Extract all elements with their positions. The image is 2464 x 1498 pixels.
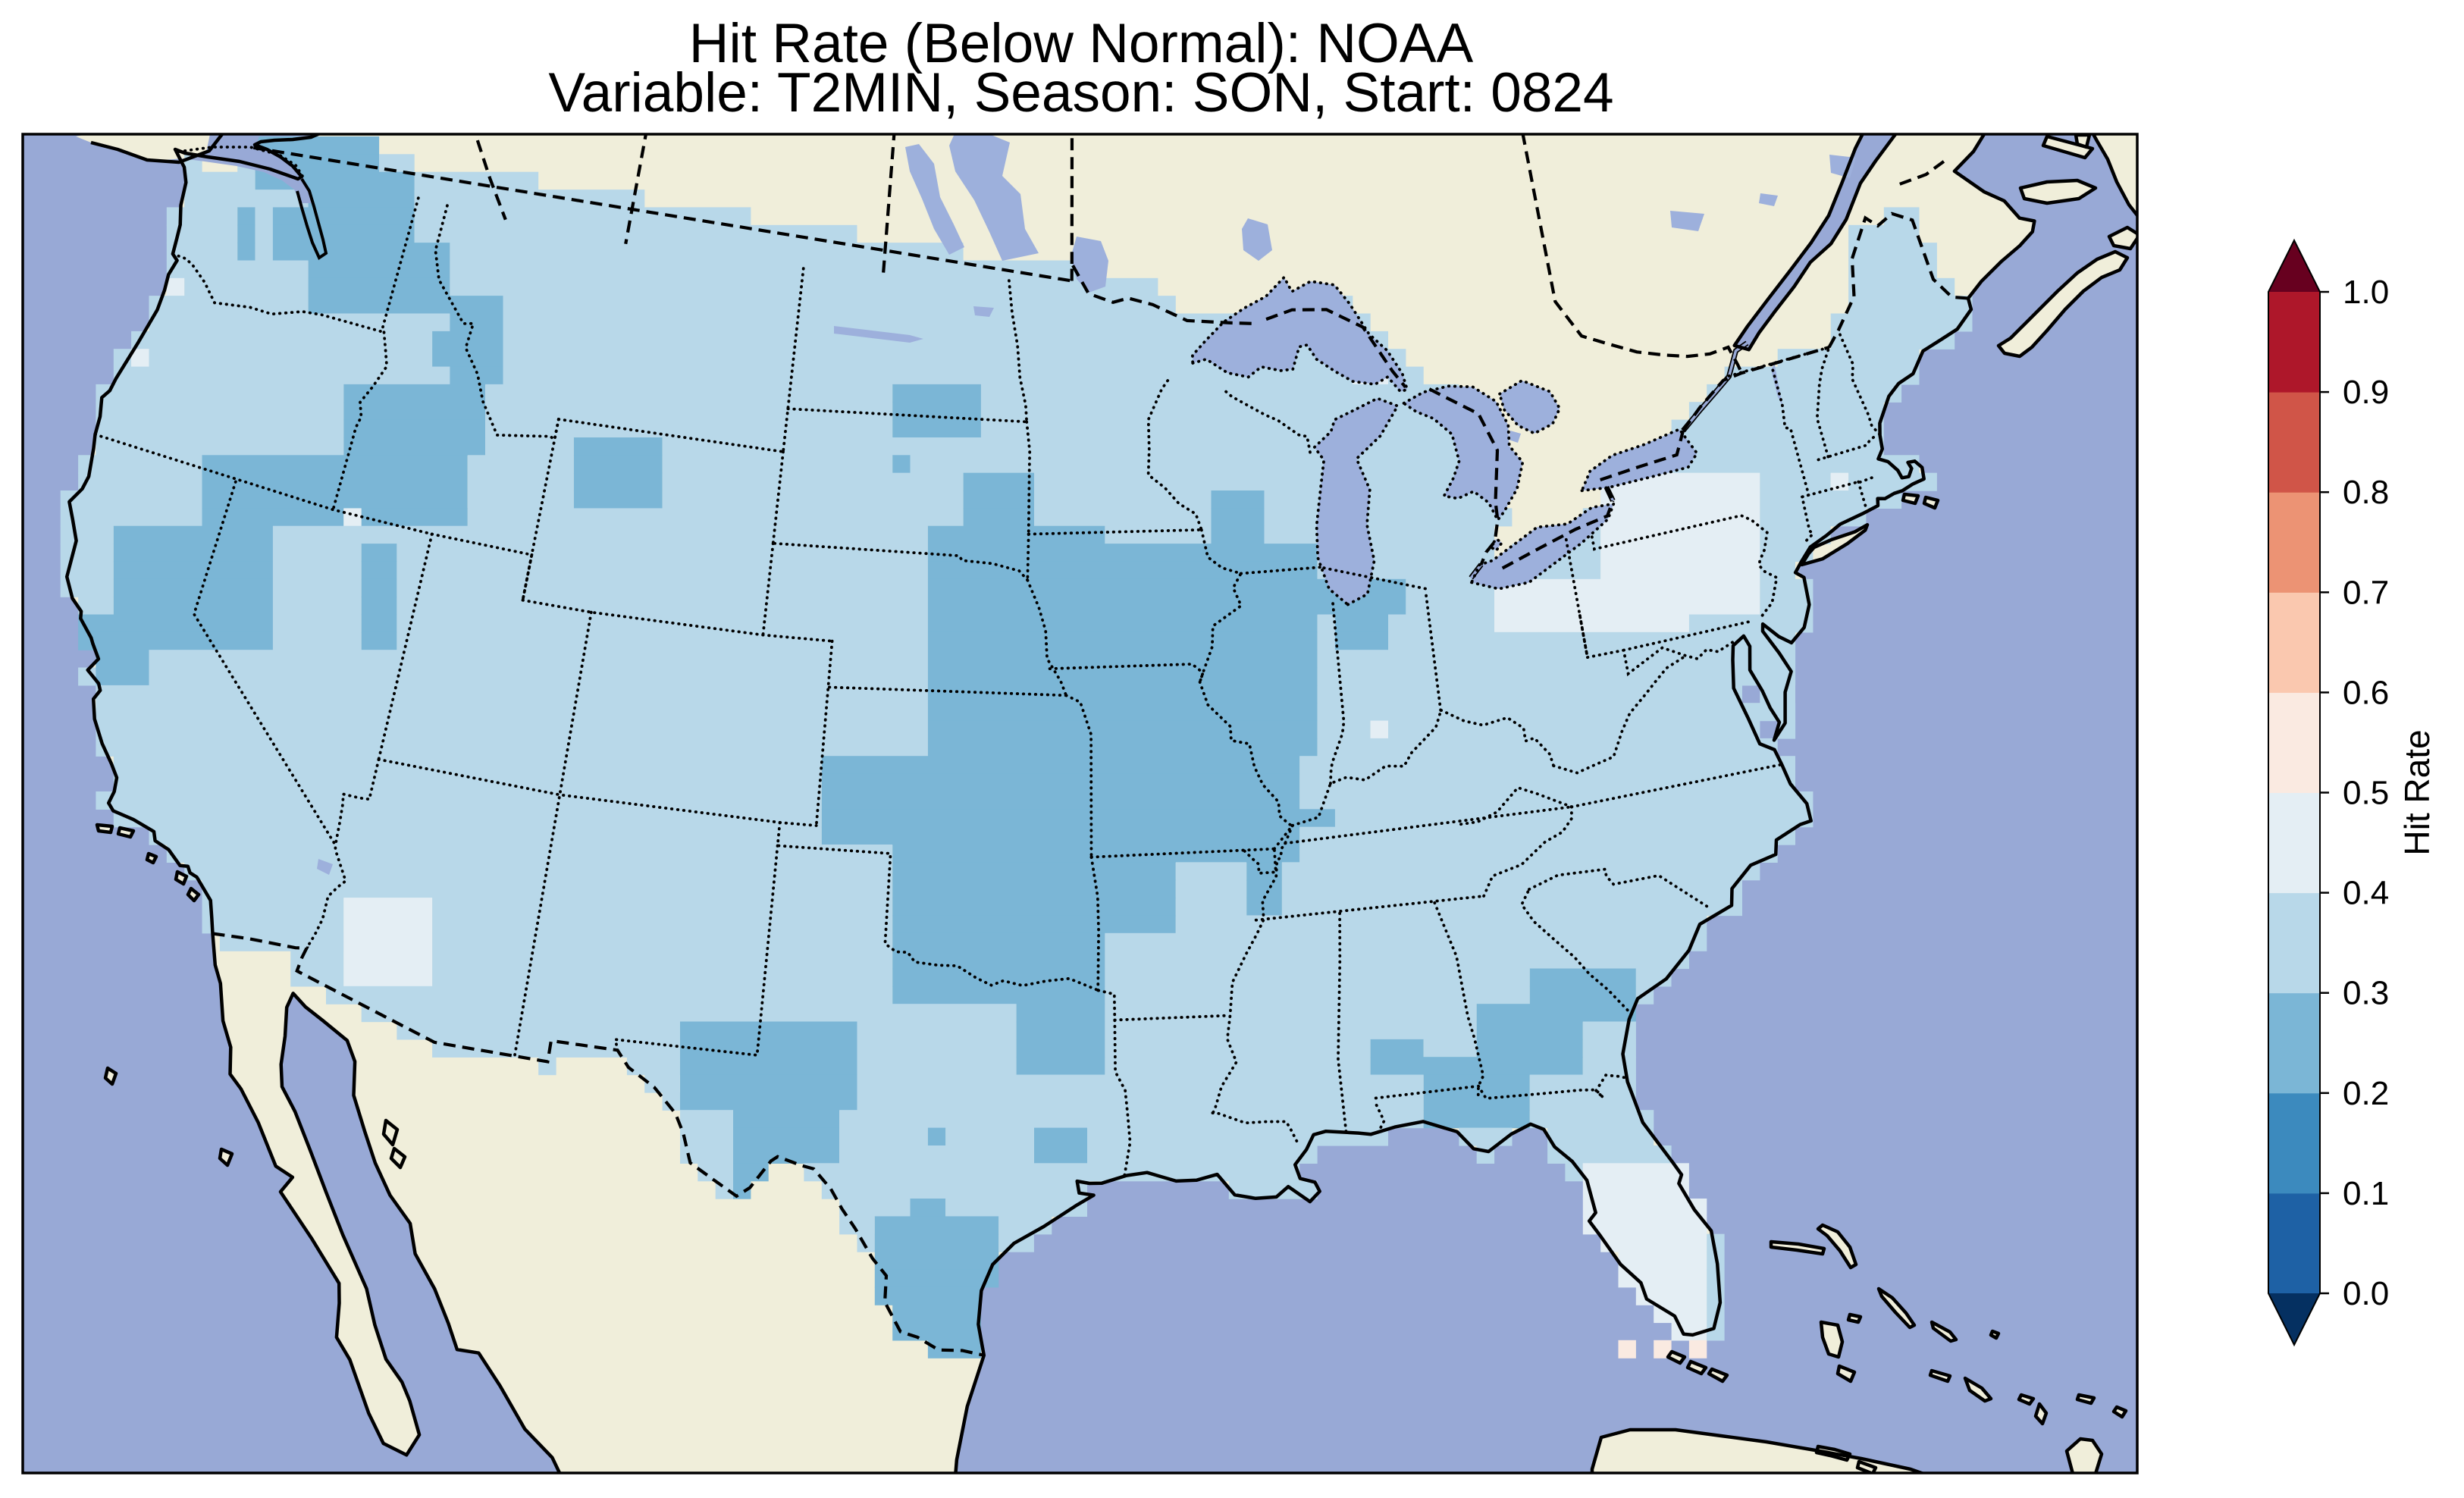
svg-text:0.5: 0.5	[2343, 775, 2389, 812]
svg-text:0.7: 0.7	[2343, 574, 2389, 611]
svg-text:0.8: 0.8	[2343, 474, 2389, 511]
svg-text:0.2: 0.2	[2343, 1075, 2389, 1112]
svg-text:0.4: 0.4	[2343, 875, 2389, 912]
svg-text:0.9: 0.9	[2343, 374, 2389, 411]
svg-text:1.0: 1.0	[2343, 274, 2389, 311]
svg-text:0.1: 0.1	[2343, 1175, 2389, 1212]
svg-text:0.6: 0.6	[2343, 674, 2389, 711]
svg-text:0.3: 0.3	[2343, 975, 2389, 1012]
svg-text:0.0: 0.0	[2343, 1275, 2389, 1312]
svg-text:Hit Rate (Below Normal): NOAA: Hit Rate (Below Normal): NOAA	[689, 13, 1474, 74]
svg-text:Hit Rate: Hit Rate	[2397, 729, 2437, 855]
svg-text:Variable: T2MIN, Season: SON,: Variable: T2MIN, Season: SON, Start: 082…	[548, 62, 1613, 124]
